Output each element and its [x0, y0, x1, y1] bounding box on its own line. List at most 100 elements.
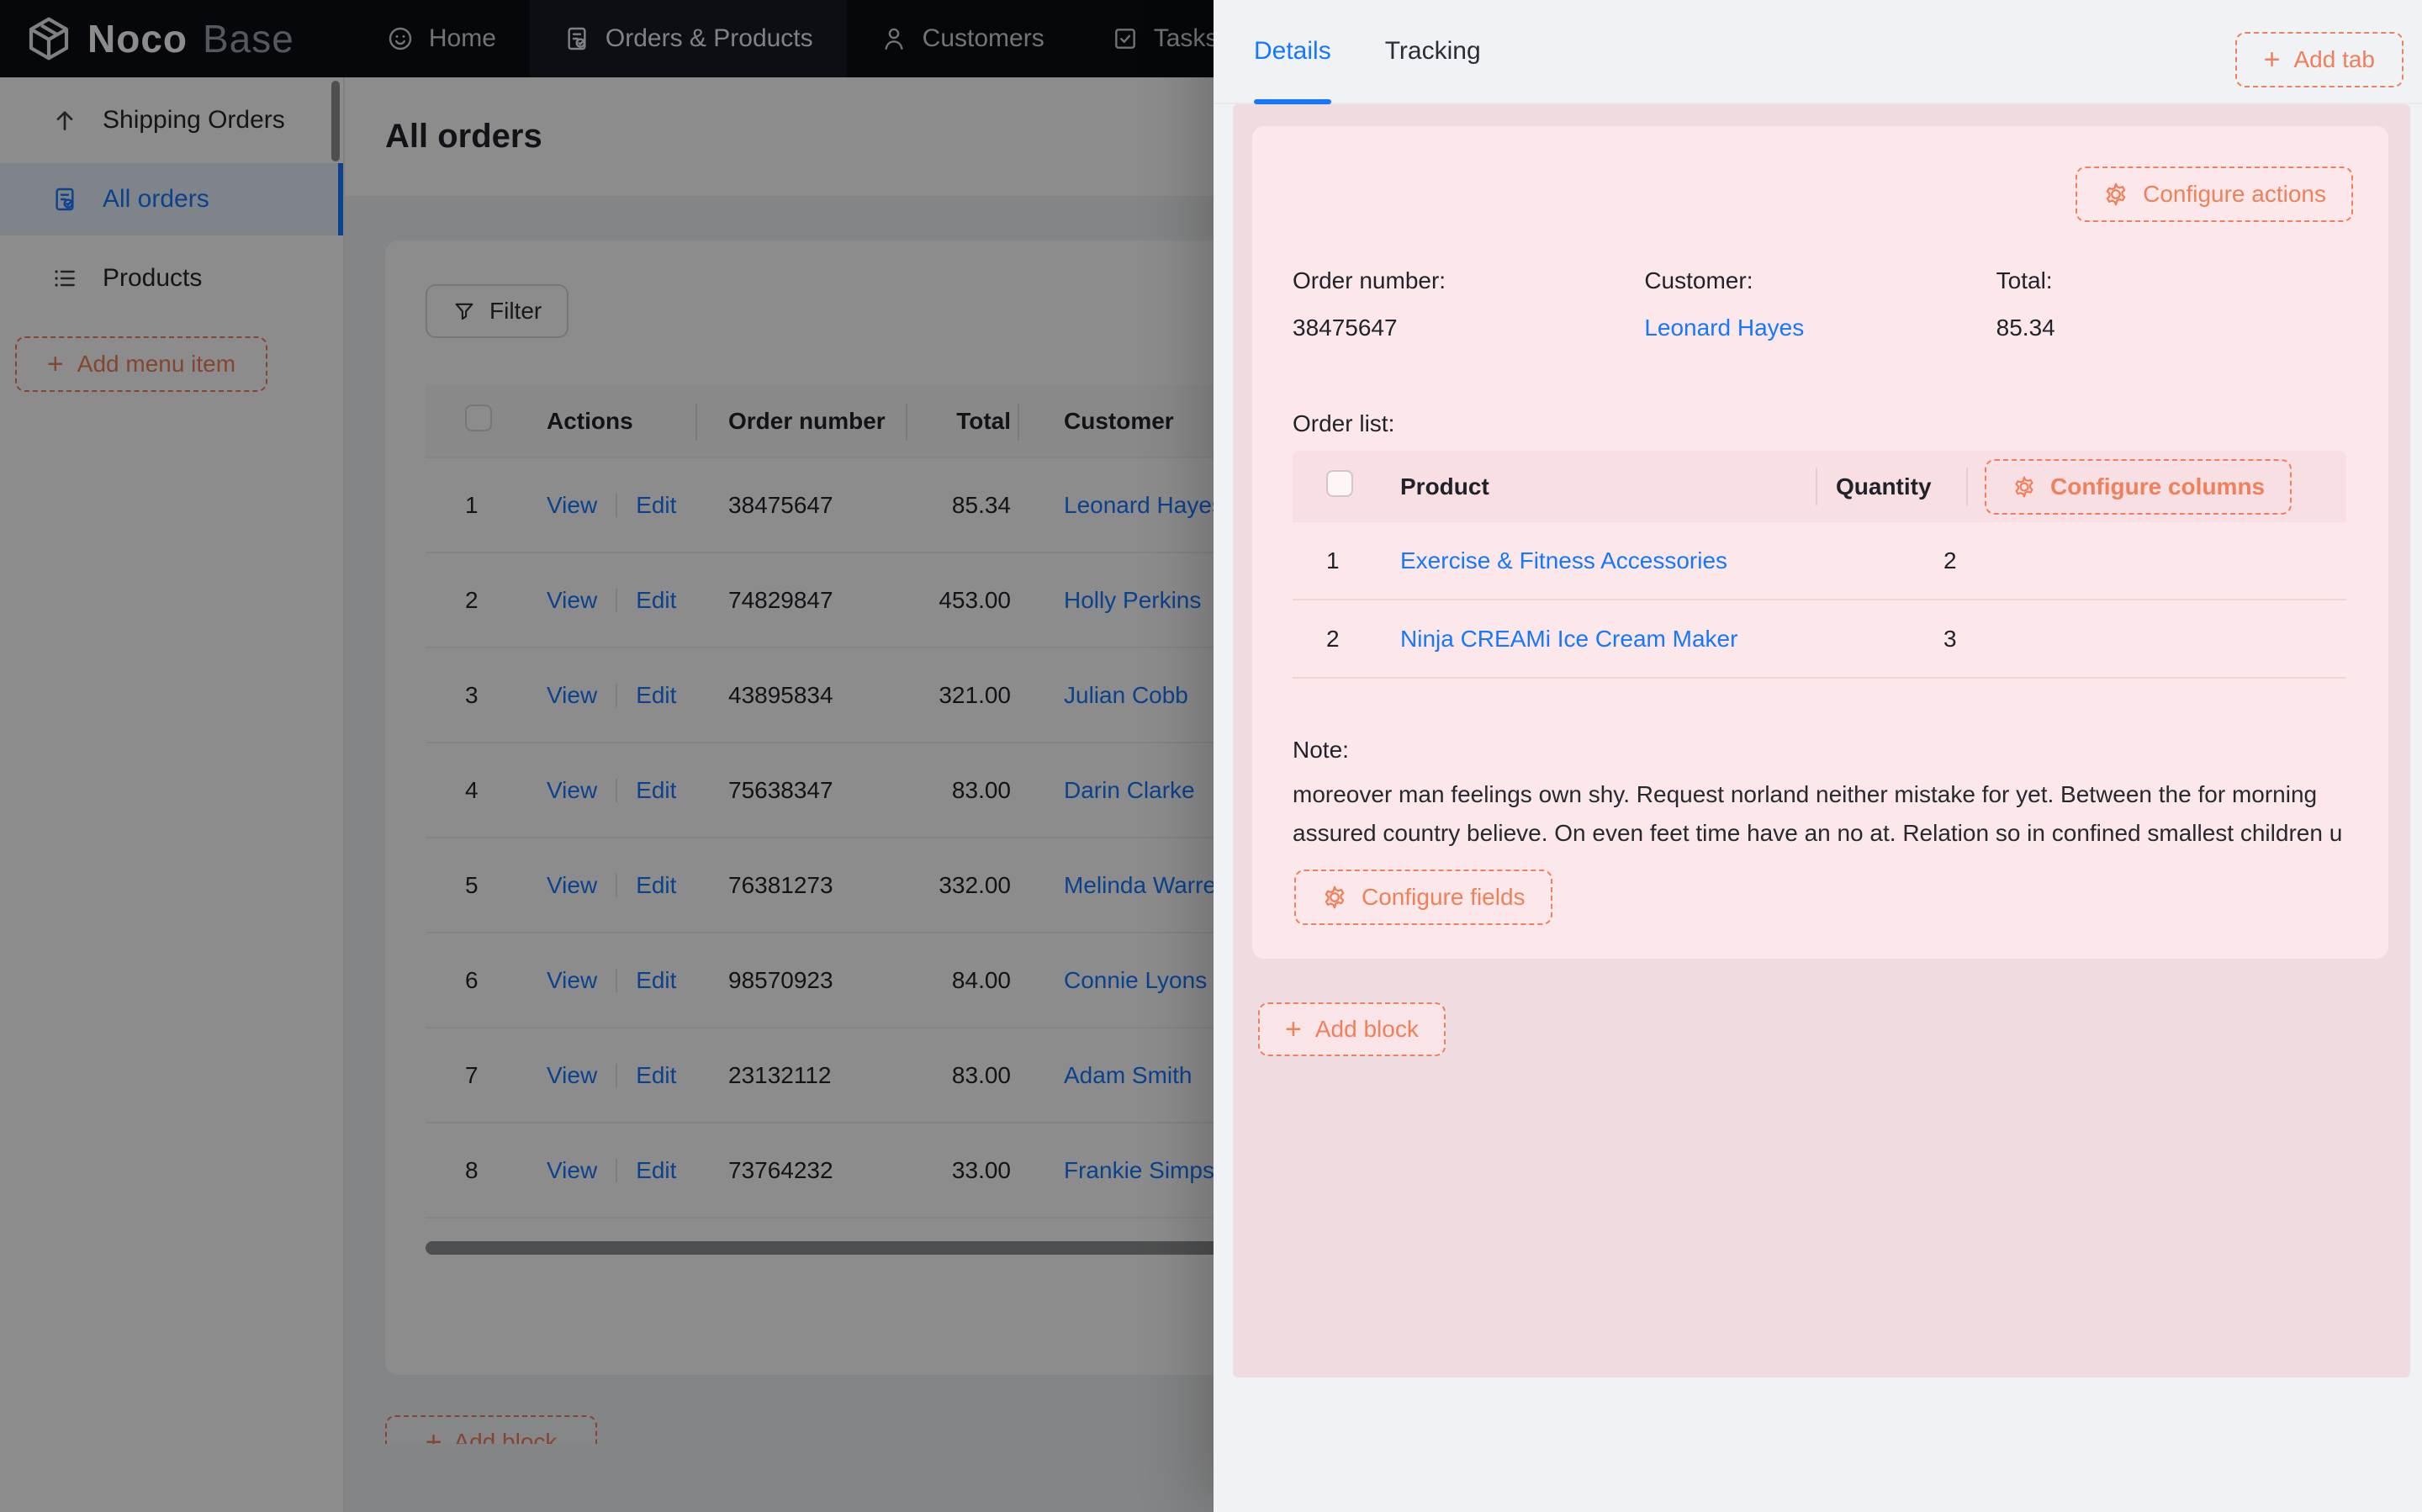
sidebar: Shipping Orders All orders	[0, 77, 345, 1512]
record-drawer: Details Tracking + Add tab Configure act…	[1214, 0, 2422, 1512]
row-index: 2	[1326, 625, 1340, 652]
order-number-cell: 74829847	[728, 586, 833, 613]
nocobase-logo[interactable]: Noco Base	[0, 0, 353, 77]
configure-actions-label: Configure actions	[2143, 181, 2326, 207]
detail-fields: Order number: 38475647 Customer: Leonard…	[1293, 267, 2348, 341]
add-tab-button[interactable]: + Add tab	[2234, 32, 2403, 87]
view-link[interactable]: View	[547, 871, 598, 898]
customer-link[interactable]: Darin Clarke	[1064, 776, 1195, 803]
edit-link[interactable]: Edit	[636, 776, 677, 803]
view-link[interactable]: View	[547, 1156, 598, 1183]
column-header-quantity: Quantity	[1817, 451, 1968, 522]
product-link[interactable]: Ninja CREAMi Ice Cream Maker	[1400, 625, 1738, 652]
customer-link[interactable]: Frankie Simpson	[1064, 1156, 1241, 1183]
nav-item-label: Home	[428, 24, 496, 52]
edit-link[interactable]: Edit	[636, 871, 677, 898]
edit-link[interactable]: Edit	[636, 491, 677, 518]
list-icon	[50, 265, 79, 292]
column-header-order-number: Order number	[697, 385, 907, 457]
sidebar-item-shipping-orders[interactable]: Shipping Orders	[0, 84, 343, 156]
field-value: 85.34	[1996, 315, 2055, 341]
field-label: Customer:	[1644, 267, 1753, 293]
row-index: 1	[1326, 547, 1340, 574]
user-icon	[880, 25, 907, 52]
row-index: 6	[465, 966, 479, 993]
total-cell: 332.00	[939, 871, 1011, 898]
add-block-button[interactable]: + Add block	[385, 1415, 597, 1444]
select-all-checkbox[interactable]	[1326, 470, 1353, 497]
edit-link[interactable]: Edit	[636, 1061, 677, 1088]
table-row: 8 View Edit 73764232 33.00 Frankie Simpso…	[426, 1123, 1748, 1219]
order-list-table: Product Quantity Configure col	[1293, 451, 2346, 679]
view-link[interactable]: View	[547, 966, 598, 993]
quantity-cell: 3	[1943, 625, 1957, 652]
row-index: 8	[465, 1156, 479, 1183]
order-number-cell: 38475647	[728, 491, 833, 518]
configure-actions-button[interactable]: Configure actions	[2076, 167, 2353, 222]
sidebar-item-label: All orders	[103, 185, 209, 213]
tab-tracking[interactable]: Tracking	[1384, 37, 1481, 65]
plus-icon: +	[425, 1426, 442, 1444]
sidebar-item-products[interactable]: Products	[0, 242, 343, 315]
view-link[interactable]: View	[547, 1061, 598, 1088]
drawer-mask[interactable]	[0, 0, 1214, 1512]
order-number-cell: 76381273	[728, 871, 833, 898]
view-link[interactable]: View	[547, 681, 598, 708]
add-menu-item-button[interactable]: + Add menu item	[15, 336, 267, 392]
divider	[616, 493, 618, 517]
drawer-add-block-label: Add block	[1314, 1016, 1419, 1042]
filter-button[interactable]: Filter	[426, 284, 569, 338]
view-link[interactable]: View	[547, 491, 598, 518]
nav-item-label: Customers	[922, 24, 1044, 52]
field-order-number: Order number: 38475647	[1293, 267, 1644, 341]
field-label: Order number:	[1293, 267, 1446, 293]
view-link[interactable]: View	[547, 776, 598, 803]
row-index: 2	[465, 586, 479, 613]
customer-link[interactable]: Melinda Warren	[1064, 871, 1230, 898]
edit-link[interactable]: Edit	[636, 966, 677, 993]
customer-link[interactable]: Julian Cobb	[1064, 681, 1188, 708]
edit-link[interactable]: Edit	[636, 681, 677, 708]
configure-fields-label: Configure fields	[1362, 884, 1526, 910]
nav-item-customers[interactable]: Customers	[847, 0, 1078, 77]
configure-columns-button[interactable]: Configure columns	[1985, 458, 2292, 515]
customer-link[interactable]: Connie Lyons	[1064, 966, 1208, 993]
tab-details[interactable]: Details	[1254, 0, 1331, 104]
sidebar-scrollbar[interactable]	[331, 81, 340, 161]
edit-link[interactable]: Edit	[636, 586, 677, 613]
nav-item-label: Tasks	[1153, 24, 1219, 52]
order-list-row: 2 Ninja CREAMi Ice Cream Maker 3	[1293, 600, 2346, 679]
product-link[interactable]: Exercise & Fitness Accessories	[1400, 547, 1728, 574]
table-row: 6 View Edit 98570923 84.00 Connie Lyons	[426, 933, 1748, 1028]
divider	[616, 1158, 618, 1182]
nav-item-orders-products[interactable]: Orders & Products	[529, 0, 847, 77]
customer-link[interactable]: Leonard Hayes	[1644, 315, 1805, 341]
plus-icon: +	[1285, 1013, 1302, 1045]
select-all-checkbox[interactable]	[465, 404, 492, 431]
edit-link[interactable]: Edit	[636, 1156, 677, 1183]
divider	[616, 968, 618, 992]
table-row: 3 View Edit 43895834 321.00 Julian Cobb	[426, 648, 1748, 743]
logo-text-light: Base	[203, 17, 294, 61]
drawer-add-block-button[interactable]: + Add block	[1258, 1002, 1446, 1056]
plus-icon: +	[2263, 44, 2281, 76]
customer-link[interactable]: Adam Smith	[1064, 1061, 1192, 1088]
order-list-label: Order list:	[1293, 410, 1395, 436]
nav-item-home[interactable]: Home	[353, 0, 530, 77]
horizontal-scrollbar[interactable]	[426, 1241, 1322, 1255]
drawer-tab-bar: Details Tracking + Add tab	[1214, 0, 2422, 104]
plus-icon: +	[46, 348, 64, 380]
arrow-up-icon	[50, 107, 79, 134]
gear-icon	[1321, 884, 1348, 911]
main-add-block-clip: + Add block	[385, 1415, 611, 1444]
total-cell: 33.00	[951, 1156, 1011, 1183]
sidebar-item-all-orders[interactable]: All orders	[0, 163, 343, 235]
details-block: Configure actions Order number: 38475647…	[1252, 126, 2388, 959]
customer-link[interactable]: Holly Perkins	[1064, 586, 1202, 613]
configure-fields-button[interactable]: Configure fields	[1294, 870, 1552, 925]
view-link[interactable]: View	[547, 586, 598, 613]
nav-item-tasks[interactable]: Tasks	[1078, 0, 1252, 77]
customer-link[interactable]: Leonard Hayes	[1064, 491, 1224, 518]
order-number-cell: 23132112	[728, 1061, 832, 1088]
